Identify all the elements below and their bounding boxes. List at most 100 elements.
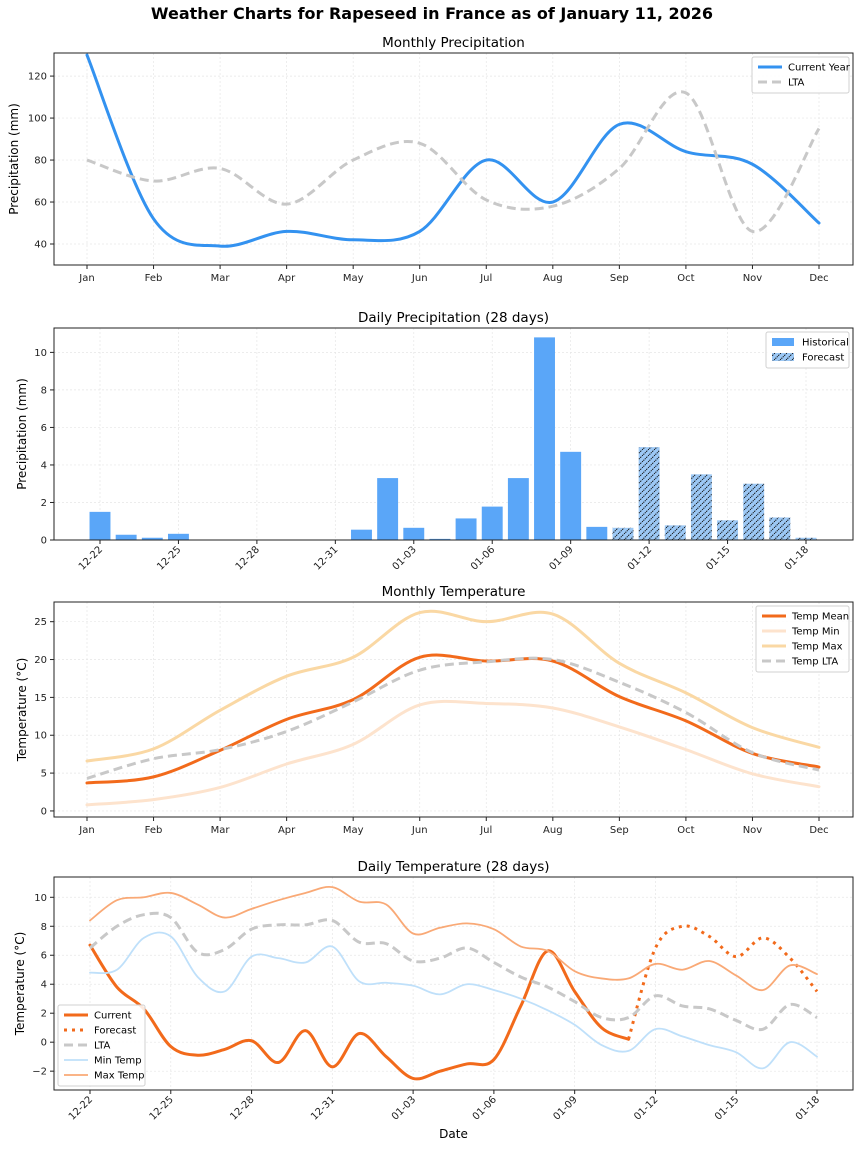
- series-line-max-temp: [89, 885, 818, 991]
- x-tick-label: 01-18: [783, 544, 811, 572]
- legend: Temp Mean Temp Min Temp Max Temp LTA: [755, 605, 850, 673]
- series-line-lta: [86, 90, 821, 233]
- x-tick-label: Sep: [610, 273, 629, 284]
- y-tick-label: 0: [41, 1038, 47, 1049]
- figure-title: Weather Charts for Rapeseed in France as…: [151, 4, 713, 23]
- series-line-min-temp: [89, 931, 818, 1070]
- x-tick-label: 01-15: [713, 1094, 741, 1122]
- x-tick-label: May: [343, 273, 364, 284]
- y-tick-label: 25: [34, 617, 47, 628]
- x-tick-label: Dec: [809, 825, 828, 836]
- legend-swatch: [772, 353, 794, 361]
- x-tick-label: Feb: [145, 273, 163, 284]
- chart-title: Daily Temperature (28 days): [357, 859, 549, 875]
- x-tick-label: 12-31: [309, 1094, 337, 1122]
- x-tick-label: Aug: [543, 825, 563, 836]
- series-line-temp-max: [85, 609, 821, 763]
- y-tick-label: 80: [34, 156, 47, 167]
- y-tick-label: 10: [34, 348, 47, 359]
- bar-historical: [115, 534, 137, 540]
- x-tick-label: Jun: [411, 825, 428, 836]
- legend-label: Temp Min: [791, 627, 840, 638]
- legend-swatch: [772, 338, 794, 346]
- x-tick-label: 01-12: [632, 1094, 660, 1122]
- x-tick-label: 12-22: [67, 1094, 95, 1122]
- legend-label: Current Year: [788, 63, 851, 74]
- legend-label: Temp Max: [791, 642, 843, 653]
- series-line-temp-min: [85, 699, 821, 807]
- series-line-current: [88, 943, 631, 1081]
- y-tick-label: 40: [34, 240, 47, 251]
- bar-historical: [141, 537, 163, 540]
- bar-historical: [534, 337, 555, 540]
- chart-title: Daily Precipitation (28 days): [358, 310, 549, 326]
- plot-area: [89, 337, 817, 540]
- chart-title: Monthly Precipitation: [382, 35, 525, 51]
- x-tick-label: Dec: [809, 273, 828, 284]
- y-tick-label: −2: [32, 1067, 47, 1078]
- bar-forecast: [795, 537, 817, 540]
- x-tick-label: Feb: [145, 825, 163, 836]
- x-tick-label: 01-09: [547, 544, 575, 572]
- legend: Historical Forecast: [765, 331, 850, 369]
- x-tick-label: Jan: [78, 825, 94, 836]
- x-tick-label: 01-06: [471, 1094, 499, 1122]
- legend-box: [755, 605, 850, 673]
- y-axis-label: Precipitation (mm): [7, 103, 21, 215]
- y-tick-label: 4: [41, 460, 47, 471]
- x-tick-label: Jul: [479, 825, 492, 836]
- legend-box: [57, 1004, 146, 1087]
- chart-daily_temp: Daily Temperature (28 days) 12-22 12-25 12-…: [13, 859, 854, 1141]
- x-tick-label: Mar: [211, 825, 231, 836]
- bar-historical: [455, 518, 477, 540]
- y-tick-label: 20: [34, 655, 47, 666]
- x-tick-label: 12-28: [228, 1094, 256, 1122]
- bar-historical: [403, 527, 425, 540]
- legend-label: Forecast: [94, 1026, 136, 1037]
- y-tick-label: 0: [41, 806, 47, 817]
- chart-monthly_precip: Monthly Precipitation Jan Feb Mar Apr May Jun J…: [7, 35, 854, 284]
- axes-frame: [53, 327, 854, 541]
- bar-forecast: [769, 517, 791, 540]
- axes-frame: [53, 52, 854, 266]
- legend-label: Temp Mean: [791, 612, 849, 623]
- x-tick-label: Jul: [479, 273, 492, 284]
- bar-forecast: [717, 520, 739, 540]
- legend-label: Current: [94, 1011, 132, 1022]
- bar-forecast: [690, 474, 712, 540]
- bar-forecast: [638, 447, 660, 540]
- plot-area: [88, 885, 819, 1081]
- x-tick-label: 12-31: [312, 544, 340, 572]
- x-tick-label: Nov: [743, 273, 763, 284]
- bar-forecast: [743, 483, 765, 540]
- bar-historical: [89, 511, 111, 540]
- x-axis-label: Date: [439, 1127, 468, 1141]
- x-tick-label: 01-09: [551, 1094, 579, 1122]
- y-tick-label: 0: [41, 536, 47, 547]
- chart-daily_precip: Daily Precipitation (28 days) 12-22 12-25 1…: [15, 310, 854, 573]
- y-axis-label: Temperature (°C): [13, 932, 27, 1037]
- x-tick-label: Nov: [743, 825, 763, 836]
- y-tick-label: 120: [28, 72, 47, 83]
- x-tick-label: May: [343, 825, 364, 836]
- y-tick-label: 100: [28, 114, 47, 125]
- x-tick-label: Apr: [278, 825, 296, 836]
- legend-label: Forecast: [802, 353, 844, 364]
- x-tick-label: 12-28: [234, 544, 262, 572]
- bar-historical: [507, 478, 529, 540]
- x-tick-label: 01-06: [469, 544, 497, 572]
- x-tick-label: 01-03: [390, 1094, 418, 1122]
- legend-label: Temp LTA: [791, 657, 838, 668]
- x-tick-label: Apr: [278, 273, 296, 284]
- y-tick-label: 4: [41, 980, 47, 991]
- legend-label: Max Temp: [94, 1071, 145, 1082]
- axes-frame: [53, 601, 854, 818]
- x-tick-label: Aug: [543, 273, 563, 284]
- chart-title: Monthly Temperature: [382, 584, 526, 600]
- x-tick-label: 12-22: [77, 544, 105, 572]
- bar-historical: [167, 533, 189, 540]
- bar-historical: [481, 506, 503, 540]
- x-tick-label: 01-15: [704, 544, 732, 572]
- bar-forecast: [664, 525, 686, 540]
